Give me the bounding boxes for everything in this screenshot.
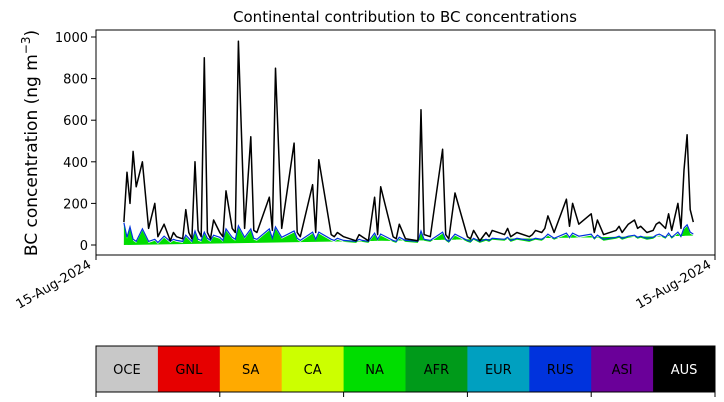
y-tick-label: 800 bbox=[63, 73, 88, 88]
legend-frame bbox=[95, 345, 716, 393]
series-line-rus bbox=[123, 222, 694, 244]
series-area-na bbox=[123, 224, 694, 245]
continent-color-legend: OCE GNL SA CA NA AFR EUR RUS ASI AUS bbox=[95, 345, 716, 397]
y-tick-label: 200 bbox=[63, 197, 88, 212]
y-axis-label: BC concentration (ng m−3) bbox=[19, 30, 42, 256]
legend-swatch-sa bbox=[219, 346, 283, 392]
legend-swatch-oce bbox=[96, 346, 159, 392]
legend-label-asi: ASI bbox=[612, 363, 633, 378]
x-tick-label-end: 15-Aug-2024 bbox=[634, 257, 714, 312]
legend-label-oce: OCE bbox=[113, 363, 141, 378]
legend-swatch-ca bbox=[281, 346, 345, 392]
y-axis-label-main: BC concentration (ng m bbox=[22, 54, 42, 256]
legend-swatch-afr bbox=[405, 346, 468, 392]
legend-label-afr: AFR bbox=[424, 363, 449, 378]
legend-swatch-gnl bbox=[157, 346, 221, 392]
legend-label-rus: RUS bbox=[547, 363, 574, 378]
y-tick-label: 600 bbox=[63, 114, 88, 129]
plot-area: 0 200 400 600 800 1000 bbox=[55, 29, 716, 260]
legend-label-sa: SA bbox=[242, 363, 259, 378]
legend-swatch-aus bbox=[653, 346, 716, 392]
x-tick-label-start: 15-Aug-2024 bbox=[14, 257, 94, 312]
y-tick-label: 400 bbox=[63, 156, 88, 171]
legend-swatch-na bbox=[343, 346, 406, 392]
chart-title: Continental contribution to BC concentra… bbox=[233, 8, 577, 26]
y-tick-label: 1000 bbox=[55, 31, 88, 46]
legend-swatch-asi bbox=[591, 346, 654, 392]
y-axis-label-close: ) bbox=[22, 30, 42, 37]
legend-swatch-rus bbox=[529, 346, 592, 392]
legend-label-gnl: GNL bbox=[175, 363, 203, 378]
y-axis-label-superscript: −3 bbox=[19, 36, 33, 54]
legend-label-na: NA bbox=[365, 363, 384, 378]
series-line-total bbox=[123, 40, 695, 242]
legend-swatch-eur bbox=[467, 346, 530, 392]
plot-frame bbox=[95, 29, 716, 256]
y-tick-label: 0 bbox=[80, 239, 88, 254]
legend-label-eur: EUR bbox=[485, 363, 512, 378]
legend-label-ca: CA bbox=[304, 363, 322, 378]
legend-label-aus: AUS bbox=[671, 363, 698, 378]
